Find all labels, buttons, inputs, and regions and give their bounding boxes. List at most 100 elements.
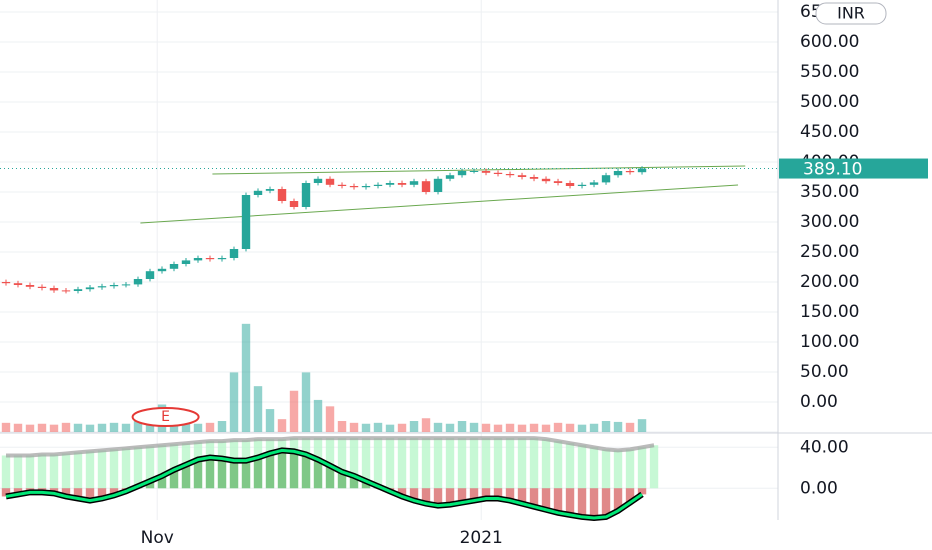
y-tick-label: 150.00 xyxy=(800,302,859,322)
macd-bar xyxy=(73,488,83,499)
candle-body xyxy=(637,168,647,173)
macd-bar xyxy=(613,488,623,511)
macd-bar xyxy=(505,488,515,501)
volume-bar xyxy=(241,323,251,432)
candle-body xyxy=(313,178,323,183)
trendline xyxy=(140,184,739,224)
macd-bar xyxy=(589,488,599,518)
band-bar xyxy=(13,455,23,489)
macd-bar xyxy=(313,459,323,489)
candle-body xyxy=(109,285,119,287)
volume-bar xyxy=(493,424,503,432)
y-tick-label: 300.00 xyxy=(800,212,859,232)
volume-bar xyxy=(385,424,395,432)
band-bar xyxy=(109,449,119,489)
candle-body xyxy=(601,175,611,183)
volume-bar xyxy=(505,423,515,432)
volume-bar xyxy=(313,399,323,432)
y-tick-label: 350.00 xyxy=(800,182,859,202)
candle-body xyxy=(1,282,11,284)
candle-body xyxy=(217,258,227,260)
band-bar xyxy=(73,452,83,489)
candle-body xyxy=(505,174,515,176)
y-tick-label: 550.00 xyxy=(800,62,859,82)
macd-bar xyxy=(469,488,479,501)
macd-bar xyxy=(181,464,191,489)
volume-bar xyxy=(409,421,419,432)
volume-bar xyxy=(529,423,539,432)
macd-bar xyxy=(433,488,443,506)
macd-bar xyxy=(445,488,455,505)
candle-body xyxy=(73,289,83,291)
candle-body xyxy=(349,186,359,188)
volume-bar xyxy=(457,421,467,432)
band-bar xyxy=(145,446,155,489)
band-bar xyxy=(601,449,611,489)
candle-body xyxy=(37,286,47,288)
macd-bar xyxy=(541,488,551,510)
volume-bar xyxy=(517,424,527,432)
macd-bar xyxy=(565,488,575,515)
candle-body xyxy=(553,181,563,183)
macd-bar xyxy=(61,488,71,497)
candle-body xyxy=(181,260,191,264)
band-bar xyxy=(565,443,575,489)
macd-bar xyxy=(241,460,251,489)
candle-body xyxy=(529,177,539,179)
y-tick-label: 100.00 xyxy=(800,332,859,352)
candle-body xyxy=(49,288,59,291)
macd-bar xyxy=(169,469,179,489)
candle-body xyxy=(445,175,455,179)
indicator-tick-label: 0.00 xyxy=(800,478,838,498)
macd-bar xyxy=(637,488,647,495)
volume-bar xyxy=(565,423,575,432)
band-bar xyxy=(469,438,479,489)
macd-bar xyxy=(493,488,503,499)
y-tick-label: 600.00 xyxy=(800,32,859,52)
event-label: E xyxy=(161,409,170,425)
volume-bar xyxy=(325,406,335,432)
y-tick-label: 50.00 xyxy=(800,362,849,382)
volume-bar xyxy=(253,386,263,432)
volume-bar xyxy=(25,424,35,432)
candle-body xyxy=(613,171,623,176)
y-tick-label: 200.00 xyxy=(800,272,859,292)
candle-body xyxy=(61,290,71,292)
y-tick-label: 0.00 xyxy=(800,392,838,412)
candle-body xyxy=(193,258,203,261)
candle-body xyxy=(361,186,371,188)
candle-body xyxy=(325,178,335,185)
band-bar xyxy=(625,449,635,489)
axis-mask xyxy=(779,422,932,442)
band-bar xyxy=(541,439,551,489)
band-bar xyxy=(25,455,35,489)
band-bar xyxy=(649,445,659,489)
indicator-tick-label: 40.00 xyxy=(800,437,849,457)
y-tick-label: 250.00 xyxy=(800,242,859,262)
volume-bar xyxy=(73,423,83,432)
band-bar xyxy=(613,450,623,489)
candle-body xyxy=(85,287,95,290)
macd-bar xyxy=(85,488,95,501)
volume-bar xyxy=(589,423,599,432)
band-bar xyxy=(373,438,383,489)
volume-bar xyxy=(61,422,71,432)
candle-body xyxy=(241,195,251,249)
volume-bar xyxy=(301,372,311,432)
band-bar xyxy=(445,438,455,489)
macd-bar xyxy=(325,465,335,489)
volume-bar xyxy=(421,418,431,432)
candle-body xyxy=(337,184,347,186)
candle-body xyxy=(373,184,383,186)
macd-bar xyxy=(289,451,299,489)
band-bar xyxy=(337,438,347,489)
macd-bar xyxy=(217,458,227,489)
last-price-label: 389.10 xyxy=(803,160,862,180)
band-bar xyxy=(457,438,467,489)
volume-bar xyxy=(625,422,635,432)
band-bar xyxy=(85,451,95,489)
candle-body xyxy=(277,189,287,201)
candle-body xyxy=(301,183,311,207)
candle-body xyxy=(133,279,143,285)
